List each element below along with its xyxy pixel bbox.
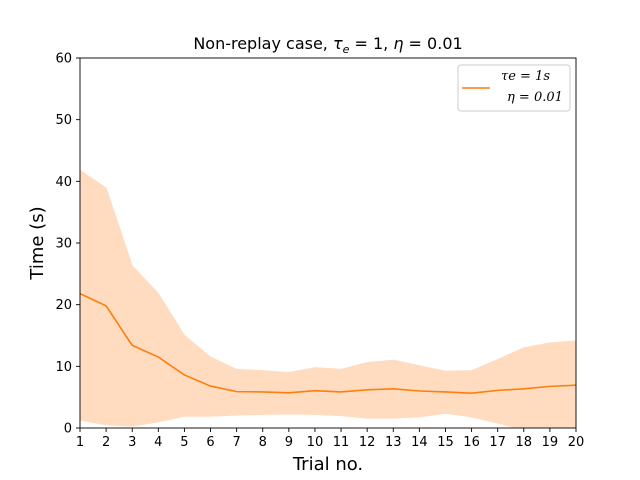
x-axis-label: Trial no. (292, 454, 363, 475)
x-tick-label: 17 (489, 435, 506, 450)
legend: τe = 1s η = 0.01 (457, 64, 571, 112)
y-tick-label: 30 (55, 237, 72, 252)
x-tick-label: 14 (411, 435, 428, 450)
legend-label-line1: τe = 1s (501, 69, 550, 84)
legend-label-line2: η = 0.01 (507, 90, 563, 105)
x-tick-label: 19 (542, 435, 559, 450)
x-axis: 1 2 3 4 5 6 7 8 9 10 11 12 13 14 15 16 17 18 19 20 (76, 428, 584, 450)
x-tick-label: 9 (285, 435, 293, 450)
x-tick-label: 16 (463, 435, 480, 450)
y-tick-label: 20 (55, 298, 72, 313)
y-axis: 0 10 20 30 40 50 60 (55, 52, 80, 437)
x-tick-label: 5 (180, 435, 188, 450)
x-tick-label: 4 (154, 435, 162, 450)
x-tick-label: 10 (307, 435, 324, 450)
x-tick-label: 3 (128, 435, 136, 450)
confidence-band (80, 169, 576, 428)
y-tick-label: 0 (64, 422, 72, 437)
legend-box (457, 64, 571, 112)
x-tick-label: 13 (385, 435, 402, 450)
y-axis-label: Time (s) (27, 206, 48, 280)
x-tick-label: 18 (516, 435, 533, 450)
y-tick-label: 10 (55, 360, 72, 375)
x-tick-label: 15 (437, 435, 454, 450)
y-tick-label: 60 (55, 52, 72, 67)
x-tick-label: 1 (76, 435, 84, 450)
series-line (80, 292, 576, 394)
x-tick-label: 11 (333, 435, 350, 450)
y-tick-label: 50 (55, 113, 72, 128)
x-tick-label: 2 (102, 435, 110, 450)
x-tick-label: 12 (359, 435, 376, 450)
y-tick-label: 40 (55, 175, 72, 190)
x-tick-label: 20 (568, 435, 585, 450)
x-tick-label: 6 (206, 435, 214, 450)
x-tick-label: 7 (232, 435, 240, 450)
x-tick-label: 8 (259, 435, 267, 450)
chart-title: Non-replay case, τe = 1, η = 0.01 (193, 34, 462, 56)
